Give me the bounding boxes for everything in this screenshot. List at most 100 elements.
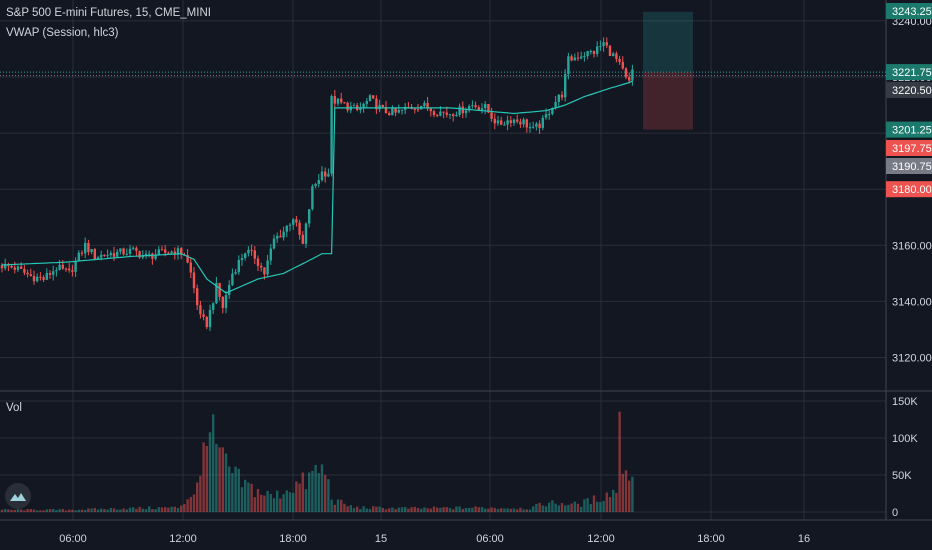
volume-bar (413, 506, 416, 512)
volume-bar (416, 507, 420, 512)
candle-body (301, 234, 304, 244)
volume-bar (349, 505, 352, 512)
volume-bar (420, 508, 423, 512)
price-badge: 3197.75 (886, 140, 932, 156)
price-badge: 3190.75 (886, 158, 932, 174)
position-tool[interactable] (643, 11, 693, 130)
candle-body (240, 258, 244, 261)
candle-body (154, 255, 157, 259)
volume-bar (234, 466, 237, 512)
volume-bar (471, 507, 474, 512)
volume-bar (141, 508, 144, 512)
candlestick-series (0, 37, 634, 331)
candle-body (554, 102, 557, 108)
candle-body (452, 114, 455, 116)
price-badge-box (886, 140, 932, 156)
volume-bar (26, 508, 29, 512)
candle-body (528, 127, 532, 129)
volume-bar (570, 503, 573, 512)
volume-bar (301, 472, 304, 512)
volume-bar (52, 509, 55, 512)
symbol-legend[interactable]: S&P 500 E-mini Futures, 15, CME_MINI (6, 7, 211, 19)
volume-bar (285, 490, 288, 512)
volume-bar (135, 508, 138, 512)
candle-body (29, 274, 32, 276)
candle-body (180, 248, 183, 255)
candle-body (151, 253, 154, 259)
candle-body (324, 171, 327, 177)
candle-body (359, 107, 362, 110)
candle-body (596, 46, 599, 55)
candle-body (298, 222, 301, 235)
vwap-series (1, 80, 633, 294)
candle-body (576, 57, 580, 59)
candle-body (205, 316, 208, 328)
candle-body (148, 253, 151, 255)
candle-body (362, 103, 365, 108)
vwap-legend[interactable]: VWAP (Session, hlc3) (6, 27, 119, 39)
volume-bar (631, 476, 634, 512)
candle-body (52, 271, 55, 275)
volume-tick-label: 150K (892, 396, 918, 408)
chart-grid (0, 0, 886, 520)
volume-bar (621, 473, 624, 512)
volume-bar (333, 504, 336, 512)
candle-body (237, 260, 240, 273)
candle-body (423, 102, 426, 107)
volume-legend[interactable]: Vol (6, 402, 22, 414)
tradingview-logo-icon[interactable] (5, 483, 31, 509)
time-tick-label: 12:00 (587, 533, 615, 545)
candle-body (455, 115, 458, 117)
candle-body (560, 94, 564, 98)
volume-bar (183, 504, 186, 512)
candle-body (234, 272, 237, 274)
volume-bar (359, 509, 362, 512)
volume-bar (365, 508, 368, 512)
volume-bar (407, 508, 410, 512)
candle-body (170, 251, 173, 254)
volume-bar (160, 507, 164, 512)
volume-bar (580, 506, 583, 512)
candle-body (525, 119, 528, 128)
price-badge-label: 3197.75 (892, 143, 932, 155)
volume-bar (445, 507, 448, 512)
candle-body (589, 50, 592, 52)
volume-bar (266, 490, 269, 512)
candle-body (365, 101, 368, 104)
price-badge-box (886, 158, 932, 174)
candle-body (144, 253, 148, 256)
candle-body (13, 267, 16, 270)
volume-bar (84, 509, 87, 512)
volume-bar (125, 509, 128, 512)
candle-body (218, 283, 221, 297)
volume-bar (199, 475, 202, 512)
price-tick-label: 3120.00 (892, 353, 932, 365)
candle-body (477, 107, 480, 111)
volume-bar (560, 503, 564, 512)
volume-bar (119, 509, 122, 512)
candle-body (138, 251, 141, 258)
candle-body (471, 105, 474, 107)
candle-body (381, 104, 384, 108)
candle-body (516, 119, 519, 122)
position-target-zone (643, 11, 693, 73)
candle-body (500, 120, 503, 125)
volume-bar (628, 480, 631, 512)
volume-bar (250, 483, 253, 512)
volume-bar (509, 508, 512, 512)
volume-bar (231, 473, 234, 512)
volume-bar (228, 466, 231, 512)
price-badge: 3221.75 (886, 64, 932, 81)
volume-bar (442, 507, 445, 512)
price-badge-box (886, 3, 932, 19)
volume-bar (64, 510, 68, 512)
volume-bar (298, 483, 301, 512)
candle-body (308, 209, 311, 224)
volume-bar (192, 494, 196, 512)
volume-bar (148, 506, 151, 512)
candle-body (496, 120, 500, 124)
candle-body (372, 95, 375, 99)
candle-body (599, 46, 602, 48)
volume-bar (423, 507, 426, 512)
